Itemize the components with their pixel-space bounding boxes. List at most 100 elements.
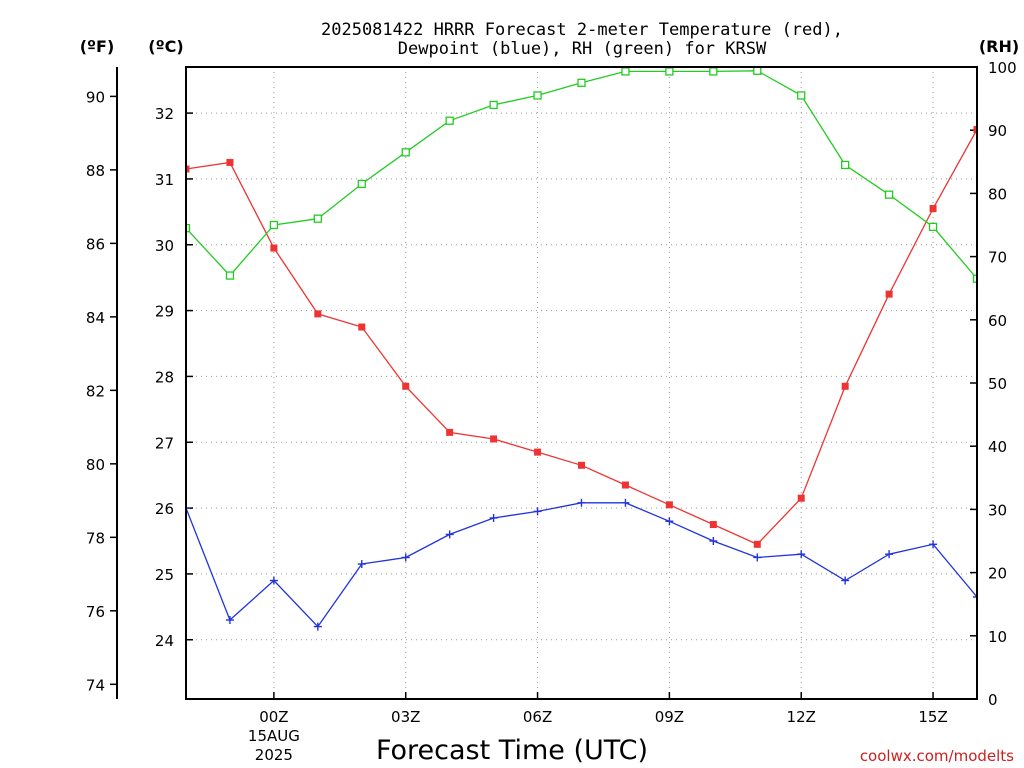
fahrenheit-tick-label: 84 bbox=[86, 309, 105, 327]
fahrenheit-tick-label: 76 bbox=[86, 603, 105, 621]
dewpoint-series bbox=[186, 498, 977, 631]
rh-point bbox=[577, 78, 586, 87]
temperature-point bbox=[402, 382, 410, 390]
fahrenheit-tick-label: 82 bbox=[86, 382, 105, 400]
temperature-point bbox=[797, 494, 805, 502]
rh-point bbox=[269, 220, 279, 230]
rh-point bbox=[489, 100, 498, 110]
celsius-tick-label: 24 bbox=[155, 632, 174, 650]
rh-tick-label: 90 bbox=[988, 122, 1007, 140]
dewpoint-point bbox=[225, 616, 234, 624]
rh-point bbox=[665, 67, 674, 76]
temperature-point bbox=[929, 205, 937, 213]
temperature-point bbox=[885, 290, 893, 298]
rh-tick-label: 20 bbox=[988, 565, 1007, 583]
axis-ticks: 24 25 26 27 28 29 30 31 32 74 76 78 80 82 84 86 88 90 0 10 2… bbox=[86, 59, 1017, 764]
rh-tick-label: 30 bbox=[988, 501, 1007, 519]
celsius-tick-label: 26 bbox=[155, 500, 174, 518]
time-tick-label: 03Z bbox=[391, 708, 420, 726]
rh-tick-label: 100 bbox=[988, 59, 1017, 77]
rh-point bbox=[797, 91, 806, 100]
time-tick-label: 06Z bbox=[523, 708, 552, 726]
temperature-series bbox=[186, 126, 977, 548]
rh-point bbox=[972, 274, 977, 283]
dewpoint-point bbox=[841, 576, 850, 585]
rh-point bbox=[533, 91, 542, 100]
rh-tick-label: 40 bbox=[988, 438, 1007, 456]
fahrenheit-tick-label: 90 bbox=[86, 88, 105, 106]
rh-point bbox=[928, 222, 938, 232]
celsius-tick-label: 32 bbox=[155, 105, 174, 123]
dewpoint-point bbox=[929, 540, 938, 549]
time-tick-label: 00Z bbox=[259, 708, 288, 726]
time-tick-label: 09Z bbox=[655, 708, 684, 726]
rh-series bbox=[186, 67, 977, 283]
chart-title-line-1: 2025081422 HRRR Forecast 2-meter Tempera… bbox=[321, 20, 843, 40]
temperature-point bbox=[753, 540, 761, 548]
rh-unit-label: (RH) bbox=[979, 37, 1019, 56]
dewpoint-line bbox=[186, 502, 977, 628]
fahrenheit-tick-label: 80 bbox=[86, 456, 105, 474]
rh-point bbox=[709, 67, 718, 76]
fahrenheit-tick-label: 86 bbox=[86, 235, 105, 253]
credit-label: coolwx.com/modelts bbox=[860, 747, 1014, 765]
chart-title-line-2: Dewpoint (blue), RH (green) for KRSW bbox=[398, 39, 767, 59]
dewpoint-point bbox=[445, 530, 454, 539]
time-tick-label: 2025 bbox=[255, 746, 293, 764]
time-tick-label: 15Z bbox=[918, 708, 947, 726]
fahrenheit-tick-label: 88 bbox=[86, 162, 105, 180]
fahrenheit-tick-label: 78 bbox=[86, 529, 105, 547]
rh-point bbox=[357, 179, 366, 189]
temperature-point bbox=[186, 165, 190, 173]
dewpoint-point bbox=[186, 504, 190, 513]
series-layer bbox=[186, 67, 977, 631]
celsius-tick-label: 31 bbox=[155, 171, 174, 189]
celsius-tick-label: 25 bbox=[155, 566, 174, 584]
rh-tick-label: 70 bbox=[988, 249, 1007, 267]
time-tick-label: 15AUG bbox=[248, 727, 300, 745]
temperature-point bbox=[709, 521, 717, 529]
temperature-point bbox=[226, 158, 234, 166]
dewpoint-point bbox=[533, 507, 542, 516]
dewpoint-point bbox=[797, 550, 806, 559]
grid-lines bbox=[186, 67, 977, 699]
temperature-point bbox=[578, 461, 585, 469]
x-axis-label: Forecast Time (UTC) bbox=[376, 735, 648, 766]
rh-tick-label: 0 bbox=[988, 691, 998, 709]
rh-point bbox=[401, 148, 410, 157]
temperature-point bbox=[358, 323, 366, 331]
rh-point bbox=[841, 160, 850, 170]
dewpoint-point bbox=[621, 498, 630, 507]
rh-point bbox=[313, 214, 322, 223]
temperature-point bbox=[841, 382, 849, 390]
rh-point bbox=[621, 67, 630, 76]
dewpoint-point bbox=[753, 553, 762, 562]
celsius-tick-label: 28 bbox=[155, 368, 174, 386]
dewpoint-point bbox=[709, 537, 718, 545]
dewpoint-point bbox=[885, 550, 894, 559]
temperature-point bbox=[665, 501, 673, 509]
rh-point bbox=[445, 116, 454, 125]
dewpoint-point bbox=[489, 513, 498, 522]
temperature-point bbox=[621, 481, 629, 489]
dewpoint-point bbox=[577, 498, 586, 507]
temperature-line bbox=[186, 129, 977, 546]
rh-tick-label: 80 bbox=[988, 185, 1007, 203]
rh-point bbox=[186, 224, 191, 233]
celsius-tick-label: 30 bbox=[155, 237, 174, 255]
temperature-point bbox=[534, 448, 542, 456]
dewpoint-point bbox=[665, 517, 674, 526]
celsius-unit-label: (ºC) bbox=[148, 37, 183, 56]
rh-point bbox=[225, 271, 235, 280]
time-tick-label: 12Z bbox=[787, 708, 816, 726]
temperature-point bbox=[973, 126, 977, 134]
dewpoint-point bbox=[313, 622, 322, 631]
rh-tick-label: 10 bbox=[988, 628, 1007, 646]
celsius-tick-label: 29 bbox=[155, 303, 174, 321]
rh-tick-label: 50 bbox=[988, 375, 1007, 393]
dewpoint-point bbox=[269, 576, 278, 585]
fahrenheit-unit-label: (ºF) bbox=[80, 37, 115, 56]
celsius-tick-label: 27 bbox=[155, 434, 174, 452]
rh-tick-label: 60 bbox=[988, 312, 1007, 330]
